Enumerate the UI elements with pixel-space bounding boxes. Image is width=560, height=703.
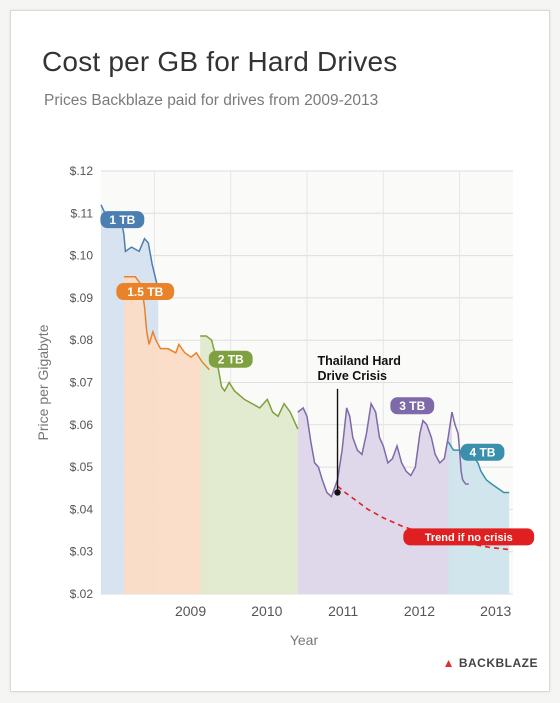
logo-text: BACKBLAZE — [458, 656, 538, 670]
y-tick-label: $.03 — [70, 545, 94, 559]
series-label: 2 TB — [218, 353, 244, 367]
annotation-text: Drive Crisis — [318, 369, 388, 383]
y-tick-label: $.11 — [71, 206, 94, 220]
series-line — [451, 411, 469, 485]
x-tick-label: 2012 — [404, 603, 435, 619]
y-tick-label: $.05 — [70, 460, 94, 474]
y-tick-label: $.07 — [70, 376, 94, 390]
x-tick-label: 2013 — [480, 603, 511, 619]
chart-subtitle: Prices Backblaze paid for drives from 20… — [44, 92, 379, 109]
series-label: 1 TB — [109, 213, 135, 227]
trend-line — [337, 485, 510, 551]
series-label-pill — [390, 397, 435, 415]
y-tick-label: $.06 — [70, 418, 94, 432]
flame-icon: ▲ — [442, 656, 455, 670]
series-label: 3 TB — [399, 399, 425, 413]
series-label: 1.5 TB — [127, 285, 163, 299]
y-tick-label: $.08 — [70, 333, 94, 347]
backblaze-logo: ▲ BACKBLAZE — [443, 656, 538, 670]
y-axis-title: Price per Gigabyte — [35, 324, 51, 440]
y-tick-label: $.02 — [70, 587, 94, 601]
series-label-pill — [116, 283, 175, 301]
series-label-pill — [403, 528, 535, 546]
x-tick-label: 2010 — [251, 603, 282, 619]
y-tick-label: $.04 — [70, 502, 94, 516]
annotation-text: Thailand Hard — [318, 354, 401, 368]
series-label-pill — [100, 211, 145, 229]
series-label: Trend if no crisis — [425, 532, 513, 544]
series-label: 4 TB — [469, 446, 495, 460]
series-line — [297, 401, 453, 499]
y-tick-label: $.12 — [70, 164, 94, 178]
series-area — [200, 335, 298, 594]
x-tick-label: 2011 — [328, 603, 358, 619]
series-area — [123, 276, 210, 594]
y-tick-label: $.09 — [70, 291, 94, 305]
x-tick-label: 2009 — [175, 603, 206, 619]
series-label-pill — [460, 443, 505, 461]
series-area — [297, 403, 452, 594]
annotation-dot — [334, 489, 341, 496]
x-axis-title: Year — [290, 632, 319, 648]
y-tick-label: $.10 — [70, 249, 94, 263]
series-label-pill — [208, 350, 253, 368]
chart-title: Cost per GB for Hard Drives — [42, 46, 398, 77]
